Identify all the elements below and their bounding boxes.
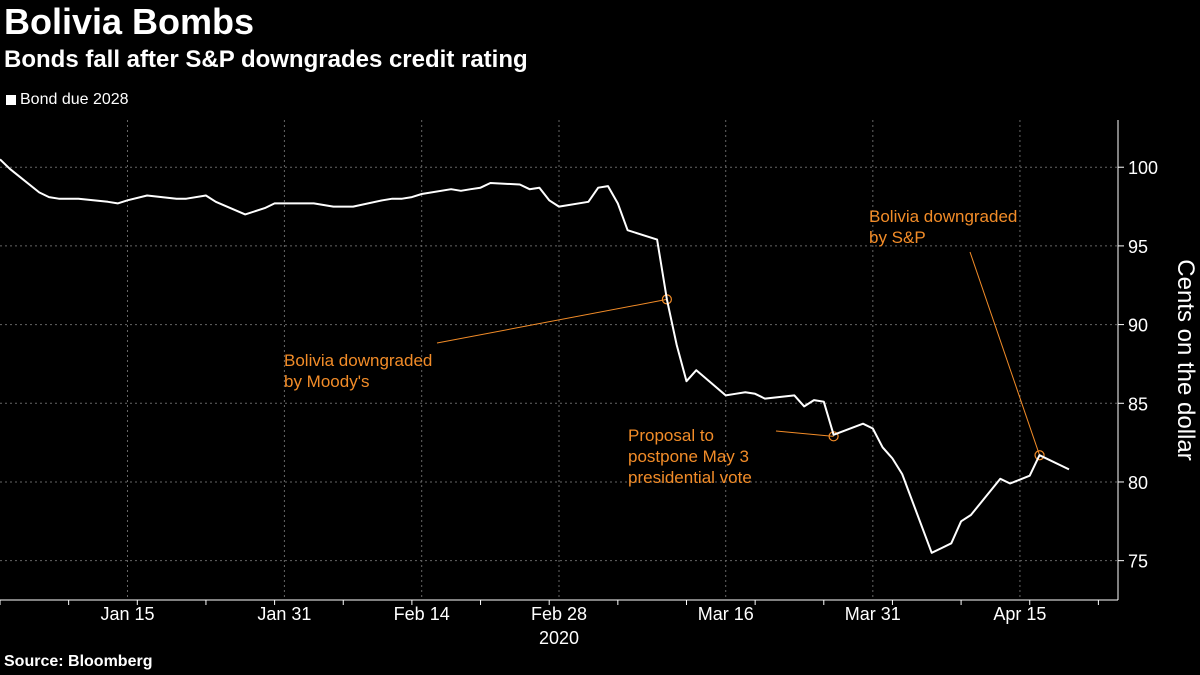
chart-subtitle: Bonds fall after S&P downgrades credit r…	[4, 46, 528, 73]
series-line-bond-2028	[0, 158, 1070, 554]
series	[0, 158, 1070, 554]
x-tick-label: Mar 31	[845, 604, 901, 624]
axes: 75 80 85 90 95 100 Jan 15 Jan 31 Feb 14 Feb 28 Mar…	[0, 120, 1199, 648]
annotation-label: Proposal to	[628, 426, 714, 445]
x-tick-label: Feb 14	[394, 604, 450, 624]
y-tick-label: 100	[1128, 158, 1158, 178]
y-tick-label: 95	[1128, 237, 1148, 257]
y-axis-title: Cents on the dollar	[1172, 259, 1199, 460]
x-tick-label: Feb 28	[531, 604, 587, 624]
annotation-label: Bolivia downgraded	[869, 207, 1017, 226]
x-tick-label: Jan 15	[100, 604, 154, 624]
annotation-label: Bolivia downgraded	[284, 351, 432, 370]
x-tick-label: Mar 16	[698, 604, 754, 624]
x-tick-label: Apr 15	[993, 604, 1046, 624]
annotation-marker	[1034, 450, 1045, 461]
source-note: Source: Bloomberg	[4, 653, 153, 670]
y-tick-label: 75	[1128, 552, 1148, 572]
chart-title: Bolivia Bombs	[4, 1, 255, 42]
y-tick-label: 85	[1128, 394, 1148, 414]
annotations: Bolivia downgraded by Moody's Proposal to p…	[284, 207, 1045, 487]
annotation-label: by S&P	[869, 228, 926, 247]
x-axis-title: 2020	[539, 628, 579, 648]
y-tick-label: 80	[1128, 473, 1148, 493]
grid	[0, 120, 1118, 600]
legend: Bond due 2028	[6, 90, 129, 110]
annotation-label: by Moody's	[284, 372, 369, 391]
y-tick-label: 90	[1128, 316, 1148, 336]
annotation-leader	[436, 298, 667, 344]
legend-swatch	[6, 95, 16, 105]
annotation-label: presidential vote	[628, 468, 752, 487]
x-tick-label: Jan 31	[257, 604, 311, 624]
annotation-leader	[969, 251, 1041, 456]
annotation-leader	[775, 430, 834, 437]
annotation-label: postpone May 3	[628, 447, 749, 466]
legend-label: Bond due 2028	[20, 91, 129, 108]
